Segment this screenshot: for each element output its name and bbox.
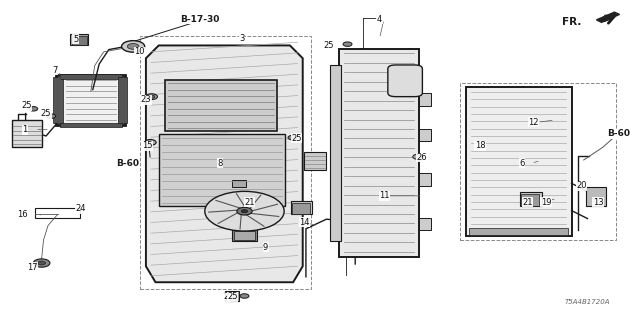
Circle shape xyxy=(413,154,423,159)
Bar xyxy=(70,34,88,45)
Bar xyxy=(225,291,239,301)
Text: 20: 20 xyxy=(576,181,586,190)
Text: B-17-30: B-17-30 xyxy=(180,15,220,24)
Circle shape xyxy=(145,140,156,145)
Text: 26: 26 xyxy=(417,153,428,162)
Circle shape xyxy=(343,42,352,46)
Text: 18: 18 xyxy=(475,141,486,150)
Bar xyxy=(291,201,312,214)
Bar xyxy=(507,114,555,125)
Text: 19: 19 xyxy=(541,198,551,207)
Circle shape xyxy=(237,207,252,215)
Text: 1: 1 xyxy=(22,125,28,134)
Text: 21: 21 xyxy=(522,198,532,207)
Text: 5: 5 xyxy=(73,35,78,44)
Bar xyxy=(140,36,311,289)
Text: B-60: B-60 xyxy=(116,159,140,168)
Bar xyxy=(521,194,539,206)
Text: 25: 25 xyxy=(227,292,237,301)
Text: 12: 12 xyxy=(528,118,538,127)
Text: 9: 9 xyxy=(263,243,268,252)
Bar xyxy=(469,228,568,235)
Circle shape xyxy=(38,261,45,265)
Text: 8: 8 xyxy=(218,159,223,168)
Circle shape xyxy=(29,107,38,111)
Text: 17: 17 xyxy=(27,263,38,272)
Polygon shape xyxy=(596,12,620,22)
Bar xyxy=(60,74,122,79)
Bar xyxy=(419,173,431,186)
Bar xyxy=(520,192,542,206)
Bar xyxy=(72,36,87,45)
Bar xyxy=(35,208,80,218)
Bar xyxy=(419,218,431,230)
Bar xyxy=(586,187,606,206)
Circle shape xyxy=(33,259,50,267)
Bar xyxy=(460,83,616,240)
Text: 13: 13 xyxy=(593,198,604,207)
Text: 7: 7 xyxy=(52,66,58,75)
Text: 3: 3 xyxy=(239,34,244,43)
Text: 6: 6 xyxy=(520,159,525,168)
Circle shape xyxy=(122,41,145,52)
Text: 2: 2 xyxy=(224,292,229,301)
Bar xyxy=(60,123,122,127)
Bar xyxy=(118,77,127,123)
Text: 25: 25 xyxy=(291,134,301,143)
Text: 11: 11 xyxy=(380,191,390,200)
Text: 15: 15 xyxy=(142,141,152,150)
Circle shape xyxy=(240,294,249,298)
Bar xyxy=(56,75,125,125)
Bar xyxy=(419,93,431,106)
Circle shape xyxy=(47,114,56,118)
Bar xyxy=(232,229,257,241)
Circle shape xyxy=(288,135,297,140)
Bar xyxy=(159,134,285,206)
Text: 10: 10 xyxy=(134,47,145,56)
Bar xyxy=(165,80,277,131)
Text: T5A4B1720A: T5A4B1720A xyxy=(564,300,611,305)
Bar xyxy=(304,152,326,170)
Text: 4: 4 xyxy=(377,15,382,24)
Circle shape xyxy=(127,44,139,49)
Text: 14: 14 xyxy=(300,218,310,227)
Bar xyxy=(466,87,572,236)
Circle shape xyxy=(205,191,284,231)
Text: B-60: B-60 xyxy=(607,129,630,138)
Bar xyxy=(330,65,341,241)
Text: FR.: FR. xyxy=(562,17,581,27)
Text: 23: 23 xyxy=(141,95,151,104)
Bar xyxy=(53,77,63,123)
Text: 25: 25 xyxy=(41,109,51,118)
Circle shape xyxy=(146,94,157,100)
Bar xyxy=(12,120,42,147)
Text: 21: 21 xyxy=(244,198,255,207)
Bar xyxy=(292,203,310,214)
FancyBboxPatch shape xyxy=(388,65,422,97)
Bar xyxy=(232,180,246,187)
Text: 24: 24 xyxy=(76,204,86,213)
Bar xyxy=(419,129,431,141)
Text: 16: 16 xyxy=(17,210,28,219)
Polygon shape xyxy=(146,45,303,282)
Bar xyxy=(234,231,255,240)
Circle shape xyxy=(241,210,248,213)
Text: 25: 25 xyxy=(324,41,334,50)
Text: 25: 25 xyxy=(22,101,32,110)
Bar xyxy=(339,49,419,257)
Circle shape xyxy=(148,95,155,98)
